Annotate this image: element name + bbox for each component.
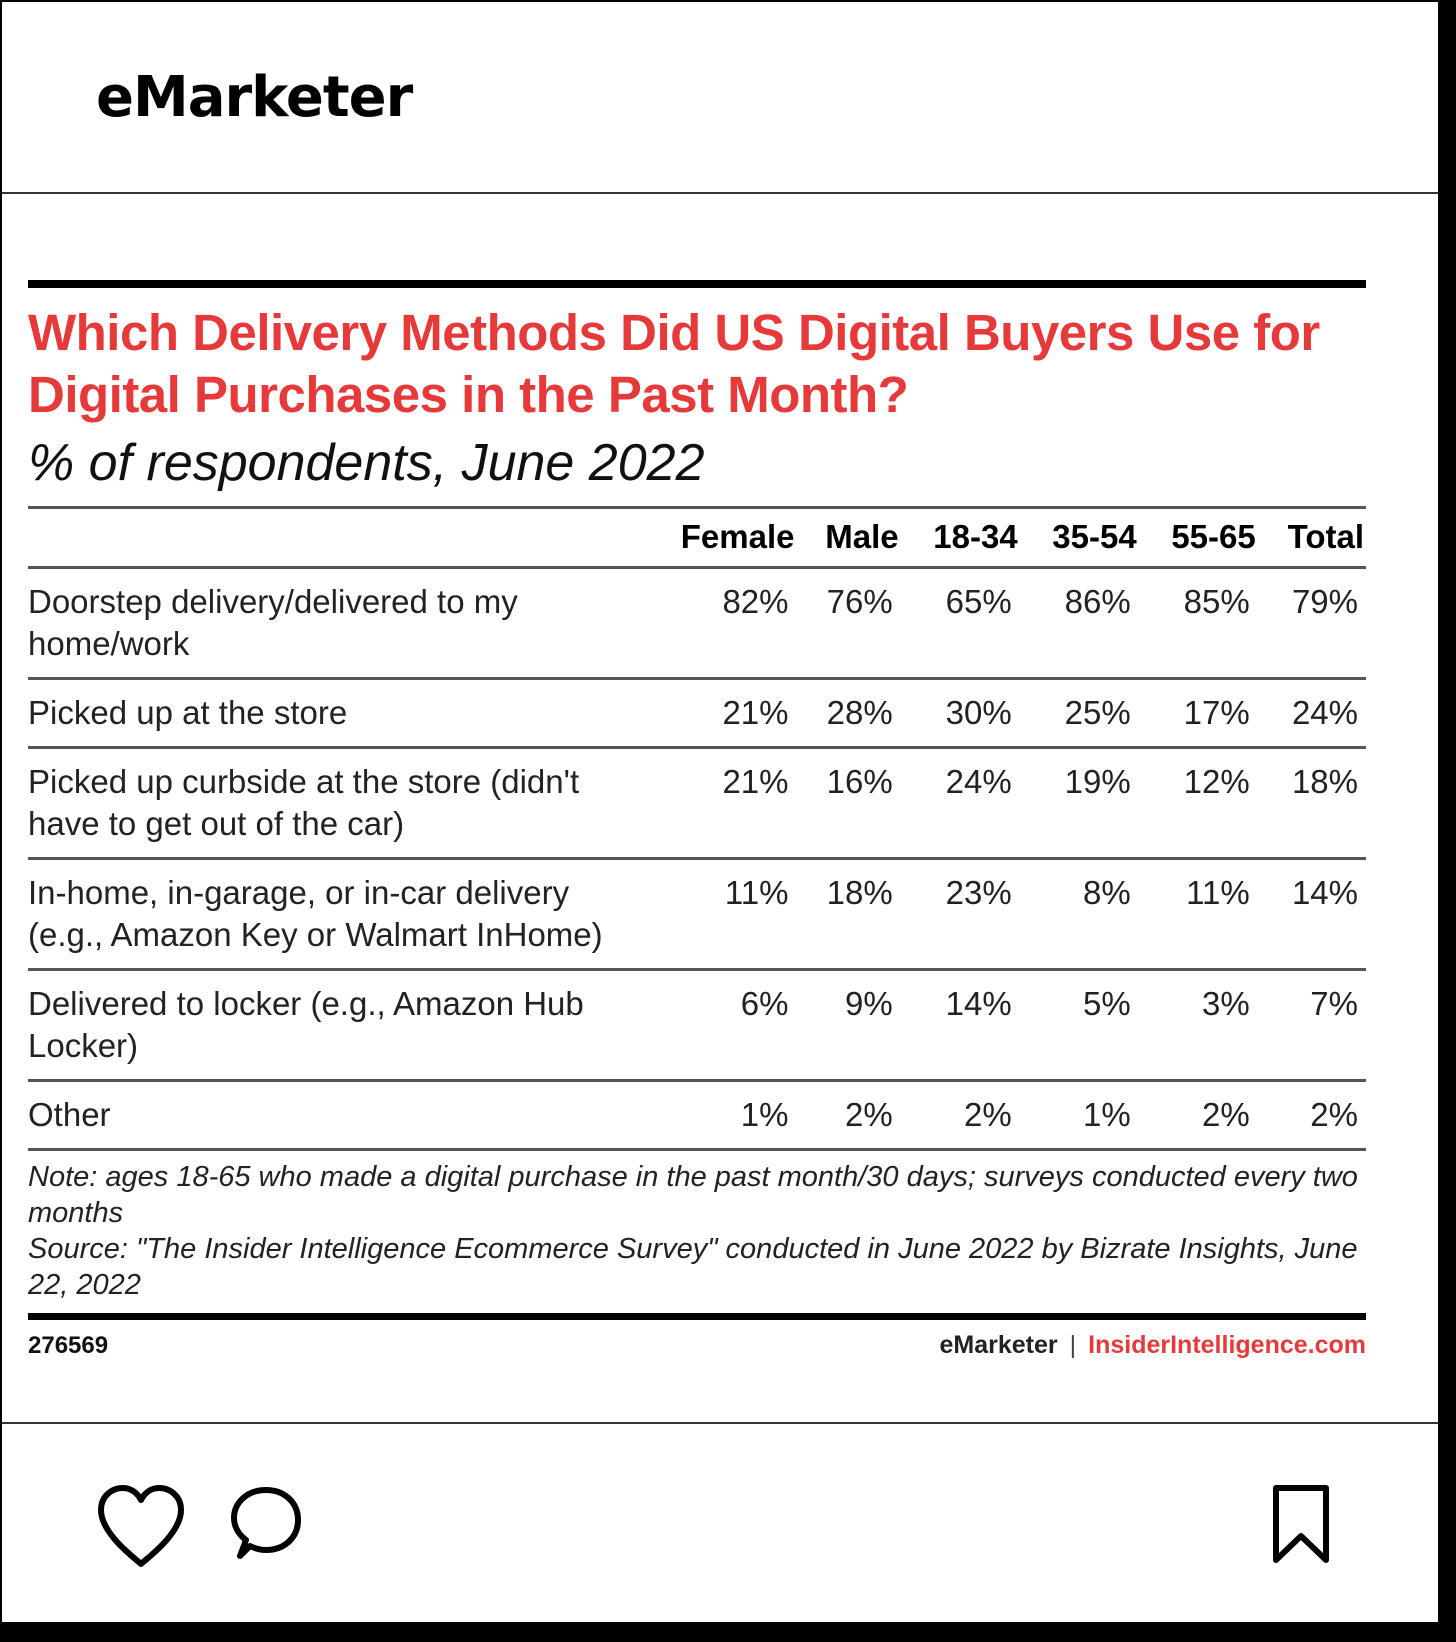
table-cell: 76% [796, 567, 901, 680]
chart-credits: eMarketer | InsiderIntelligence.com [940, 1331, 1367, 1360]
table-cell: 30% [900, 678, 1020, 749]
chart-source: Source: "The Insider Intelligence Ecomme… [28, 1232, 1358, 1301]
post-card: eMarketer Which Delivery Methods Did US … [2, 2, 1438, 1622]
table-cell: 7% [1257, 969, 1366, 1082]
column-header: Male [796, 509, 901, 569]
table-row: Picked up at the store 21% 28% 30% 25% 17% 24% [28, 678, 1366, 749]
table-cell: 11% [1138, 858, 1258, 971]
table-cell: 2% [796, 1080, 901, 1151]
data-table: Female Male 18-34 35-54 55-65 Total Door… [28, 509, 1366, 1151]
table-cell: 14% [900, 969, 1020, 1082]
post-image: Which Delivery Methods Did US Digital Bu… [2, 196, 1438, 1422]
table-cell: 1% [638, 1080, 797, 1151]
table-cell: 3% [1138, 969, 1258, 1082]
table-cell: 18% [1257, 747, 1366, 860]
chart-note: Note: ages 18-65 who made a digital purc… [28, 1160, 1358, 1229]
row-label: Picked up curbside at the store (didn't … [28, 747, 638, 860]
chart-footer: 276569 eMarketer | InsiderIntelligence.com [28, 1320, 1366, 1372]
table-cell: 9% [796, 969, 901, 1082]
chart-title: Which Delivery Methods Did US Digital Bu… [28, 304, 1320, 423]
table-row: In-home, in-garage, or in-car delivery (… [28, 858, 1366, 971]
credit-insider-intelligence: InsiderIntelligence.com [1088, 1331, 1366, 1359]
table-cell: 21% [638, 678, 797, 749]
table-cell: 23% [900, 858, 1020, 971]
table-cell: 28% [796, 678, 901, 749]
column-header: 35-54 [1019, 509, 1139, 569]
row-label: Doorstep delivery/delivered to my home/w… [28, 567, 638, 680]
chart-subtitle: % of respondents, June 2022 [28, 434, 705, 492]
account-name[interactable]: eMarketer [96, 64, 413, 130]
column-header: 18-34 [900, 509, 1020, 569]
table-cell: 79% [1257, 567, 1366, 680]
table-cell: 24% [1257, 678, 1366, 749]
table-cell: 8% [1019, 858, 1139, 971]
table-cell: 24% [900, 747, 1020, 860]
table-cell: 2% [1257, 1080, 1366, 1151]
row-label: Delivered to locker (e.g., Amazon Hub Lo… [28, 969, 638, 1082]
row-label: In-home, in-garage, or in-car delivery (… [28, 858, 638, 971]
table-cell: 18% [796, 858, 901, 971]
column-header: 55-65 [1138, 509, 1258, 569]
chart-bottom-rule [28, 1312, 1366, 1320]
table-cell: 16% [796, 747, 901, 860]
table-cell: 19% [1019, 747, 1139, 860]
column-header: Female [638, 509, 797, 569]
credit-emarketer: eMarketer [939, 1331, 1058, 1359]
table-cell: 21% [638, 747, 797, 860]
row-label: Picked up at the store [28, 678, 638, 749]
chart-id: 276569 [28, 1331, 109, 1359]
table-body: Doorstep delivery/delivered to my home/w… [28, 567, 1366, 1151]
table-cell: 17% [1138, 678, 1258, 749]
bookmark-icon[interactable] [1270, 1484, 1332, 1564]
table-cell: 25% [1019, 678, 1139, 749]
table-cell: 14% [1257, 858, 1366, 971]
heart-icon[interactable] [96, 1484, 186, 1568]
table-row: Doorstep delivery/delivered to my home/w… [28, 567, 1366, 680]
table-header-row: Female Male 18-34 35-54 55-65 Total [28, 509, 1366, 569]
table-cell: 5% [1019, 969, 1139, 1082]
column-header: Total [1257, 509, 1366, 569]
table-cell: 85% [1138, 567, 1258, 680]
table-cell: 2% [1138, 1080, 1258, 1151]
table-cell: 86% [1019, 567, 1139, 680]
table-cell: 12% [1138, 747, 1258, 860]
table-row: Picked up curbside at the store (didn't … [28, 747, 1366, 860]
table-cell: 6% [638, 969, 797, 1082]
post-actions-bar [2, 1422, 1438, 1622]
post-header: eMarketer [2, 2, 1438, 194]
table-cell: 1% [1019, 1080, 1139, 1151]
table-row: Delivered to locker (e.g., Amazon Hub Lo… [28, 969, 1366, 1082]
chart-divider [28, 506, 1366, 509]
table-cell: 82% [638, 567, 797, 680]
table-row: Other 1% 2% 2% 1% 2% 2% [28, 1080, 1366, 1151]
chart-top-rule [28, 280, 1366, 288]
table-cell: 11% [638, 858, 797, 971]
table-cell: 65% [900, 567, 1020, 680]
table-cell: 2% [900, 1080, 1020, 1151]
credit-separator: | [1069, 1331, 1077, 1359]
row-label: Other [28, 1080, 638, 1151]
table-header-blank [28, 509, 638, 569]
comment-icon[interactable] [226, 1484, 306, 1564]
chart: Which Delivery Methods Did US Digital Bu… [28, 280, 1366, 1372]
